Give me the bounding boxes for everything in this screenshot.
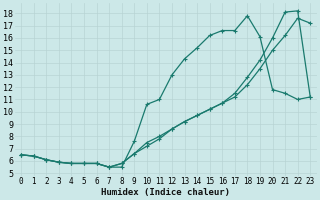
X-axis label: Humidex (Indice chaleur): Humidex (Indice chaleur) <box>101 188 230 197</box>
